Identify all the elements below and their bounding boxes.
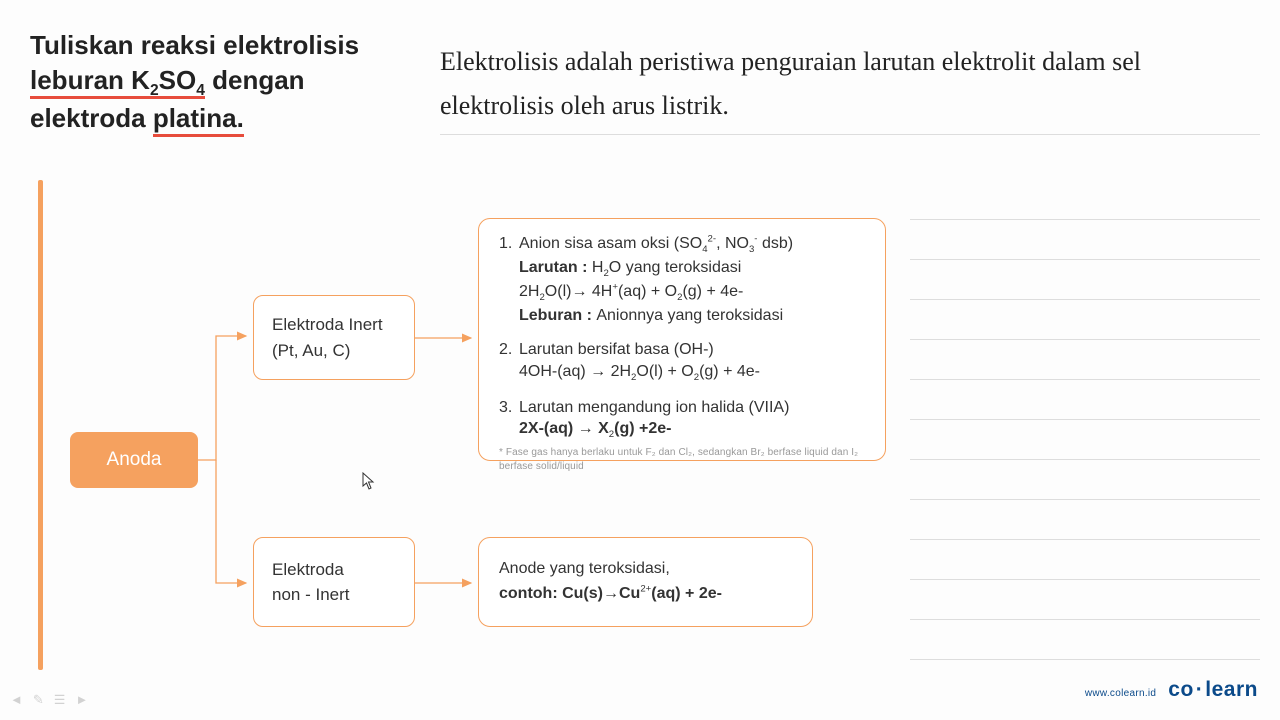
inert-electrode-node: Elektroda Inert (Pt, Au, C)	[253, 295, 415, 380]
inert-footnote: * Fase gas hanya berlaku untuk F₂ dan Cl…	[499, 446, 865, 473]
inert-line1: Elektroda Inert	[272, 312, 396, 338]
inert-detail-box: 1.Anion sisa asam oksi (SO42-, NO3- dsb)…	[478, 218, 886, 461]
noninert-electrode-node: Elektroda non - Inert	[253, 537, 415, 627]
inert-item-3: 3.Larutan mengandung ion halida (VIIA) 2…	[499, 397, 865, 443]
vertical-accent-bar	[38, 180, 43, 670]
inert-item-1: 1.Anion sisa asam oksi (SO42-, NO3- dsb)…	[499, 233, 865, 327]
rule-line	[910, 500, 1260, 540]
noninert-line2: non - Inert	[272, 582, 396, 608]
connector-inert	[415, 330, 483, 350]
rule-line	[910, 540, 1260, 580]
anoda-node: Anoda	[70, 432, 198, 488]
rule-line	[910, 380, 1260, 420]
brand-block: www.colearn.id co·learn	[1085, 678, 1258, 702]
next-icon[interactable]: ►	[75, 692, 88, 708]
pen-icon[interactable]: ✎	[33, 692, 44, 708]
menu-icon[interactable]: ☰	[54, 692, 66, 708]
prev-icon[interactable]: ◄	[10, 692, 23, 708]
definition-block: Elektrolisis adalah peristiwa penguraian…	[440, 40, 1260, 135]
brand-url: www.colearn.id	[1085, 688, 1156, 699]
cursor-icon	[362, 472, 376, 490]
rule-line	[910, 260, 1260, 300]
rule-line	[910, 300, 1260, 340]
noninert-detail-l1: Anode yang teroksidasi,	[499, 557, 792, 582]
rule-line	[910, 620, 1260, 660]
inert-item-2: 2.Larutan bersifat basa (OH-) 4OH-(aq) →…	[499, 339, 865, 385]
question-title: Tuliskan reaksi elektrolisis leburan K2S…	[30, 28, 420, 136]
connector-anoda	[198, 336, 258, 586]
rule-line	[910, 420, 1260, 460]
nav-icons: ◄ ✎ ☰ ►	[10, 692, 88, 708]
connector-noninert	[415, 575, 483, 595]
definition-text: Elektrolisis adalah peristiwa penguraian…	[440, 40, 1260, 135]
noninert-line1: Elektroda	[272, 557, 396, 583]
noninert-detail-box: Anode yang teroksidasi, contoh: Cu(s)→Cu…	[478, 537, 813, 627]
inert-line2: (Pt, Au, C)	[272, 338, 396, 364]
rule-line	[910, 340, 1260, 380]
rule-line	[910, 220, 1260, 260]
rule-line	[910, 580, 1260, 620]
brand-logo: co·learn	[1168, 678, 1258, 702]
title-line1: Tuliskan reaksi elektrolisis	[30, 30, 359, 60]
rule-line	[910, 460, 1260, 500]
rule-line	[910, 180, 1260, 220]
ruled-lines-area	[910, 180, 1260, 660]
noninert-detail-l2: contoh: Cu(s)→Cu2+(aq) + 2e-	[499, 582, 792, 607]
anoda-label: Anoda	[107, 449, 162, 471]
